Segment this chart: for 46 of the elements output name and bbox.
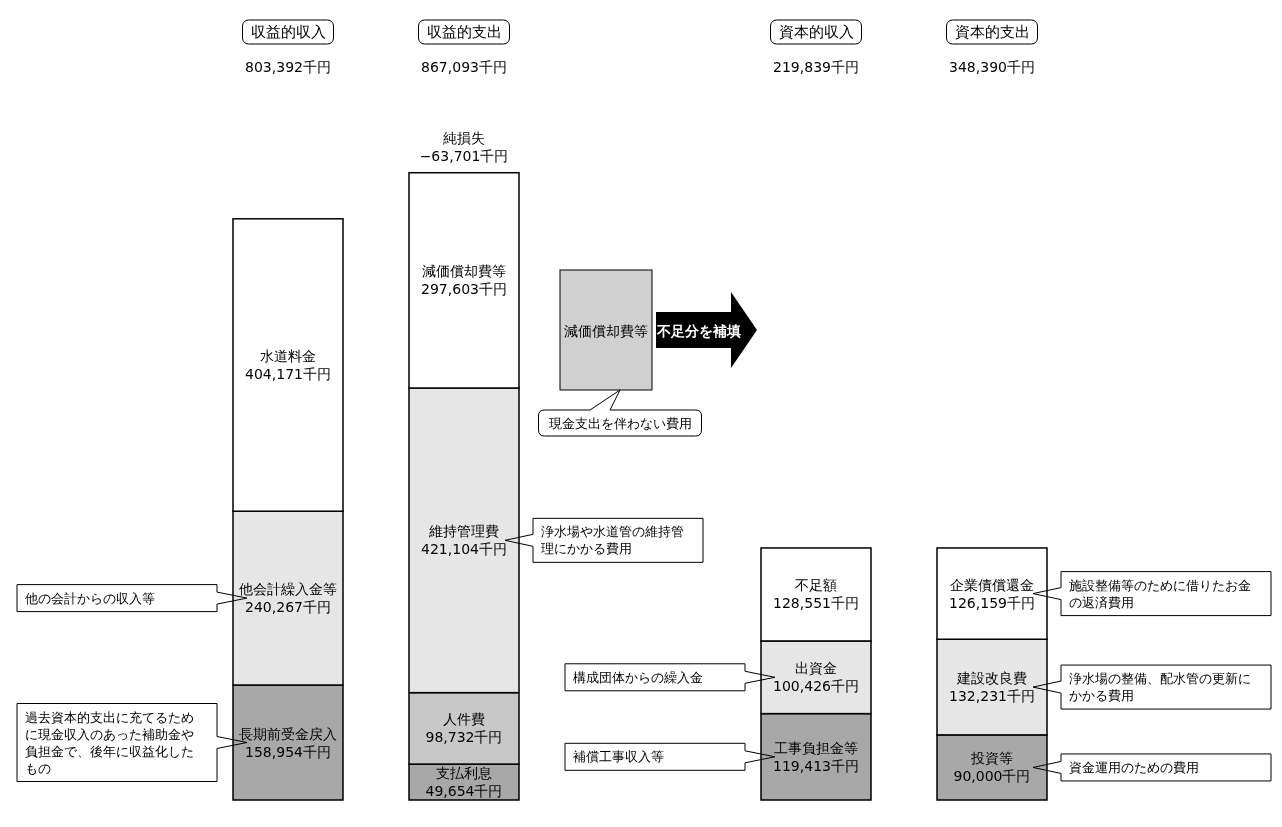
series-label: 工事負担金等	[774, 739, 858, 756]
data-label: 421,104千円	[421, 541, 507, 558]
annotation: 純損失 −63,701千円	[419, 129, 509, 164]
annotation: 不足分を補填	[655, 323, 741, 339]
series-label: 長期前受金戻入	[239, 725, 337, 742]
series-label: 水道料金	[260, 348, 316, 364]
x-tick-label: 収益的収入	[250, 23, 326, 41]
annotation: 浄水場や水道管の維持管理にかかる費用	[541, 524, 684, 557]
data-label: 158,954千円	[245, 743, 331, 760]
annotation: 現金支出を伴わない費用	[548, 416, 692, 431]
series-label: 維持管理費	[428, 523, 499, 540]
data-label: 404,171千円	[245, 366, 331, 382]
series-label: 支払利息	[436, 765, 492, 782]
data-label: 90,000千円	[953, 768, 1031, 785]
data-label: 119,413千円	[773, 757, 859, 774]
data-label: 240,267千円	[245, 599, 331, 616]
x-tick-label: 収益的支出	[426, 23, 502, 41]
text: 348,390千円	[949, 59, 1035, 75]
text: 過去資本的支出に充てるために現金収入のあった補助金や負担金で、後年に収益化したもの	[25, 709, 194, 776]
series-label: 投資等	[970, 750, 1013, 767]
data-label: 98,732千円	[425, 729, 503, 746]
data-label: 100,426千円	[773, 678, 859, 695]
annotation: 補償工事収入等	[573, 749, 664, 765]
series-label: 建設改良費	[956, 670, 1027, 687]
data-label: 126,159千円	[949, 594, 1035, 611]
data-label: 297,603千円	[421, 281, 507, 298]
text: 867,093千円	[421, 59, 507, 75]
annotation: 施設整備等のために借りたお金の返済費用	[1069, 577, 1251, 610]
series-label: 人件費	[443, 711, 485, 728]
annotation: 資金運用のための費用	[1069, 759, 1199, 775]
annotation: 浄水場の整備、配水管の更新にかかる費用	[1069, 671, 1251, 704]
data-label: 132,231千円	[949, 688, 1035, 705]
x-tick-label: 資本的支出	[954, 23, 1030, 41]
series-label: 他会計繰入金等	[239, 581, 337, 598]
annotation: 構成団体からの繰入金	[573, 669, 703, 685]
series-label: 出資金	[795, 660, 837, 677]
data-label: 128,551千円	[773, 595, 859, 612]
text: 219,839千円	[773, 59, 859, 75]
annotation: 減価償却費等	[564, 323, 648, 339]
series-label: 減価償却費等	[422, 263, 506, 280]
series-label: 企業債償還金	[950, 576, 1034, 593]
text: 他の会計からの収入等	[25, 590, 155, 606]
x-tick-label: 資本的収入	[778, 23, 854, 41]
series-label: 不足額	[795, 577, 837, 594]
text: 803,392千円	[245, 59, 331, 75]
data-label: 49,654千円	[425, 783, 503, 800]
